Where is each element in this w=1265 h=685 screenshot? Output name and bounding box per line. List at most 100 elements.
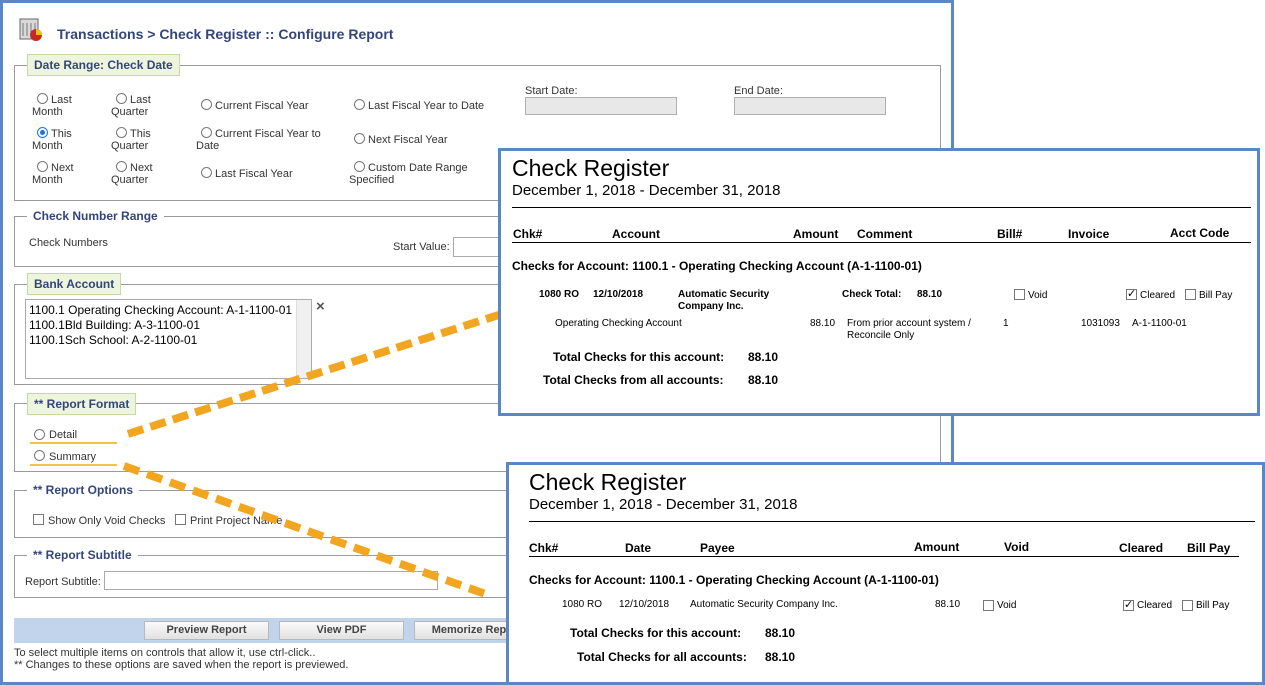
check-number: 1080 RO <box>562 599 603 610</box>
date-range-option-label[interactable]: Custom Date Range <box>368 162 468 174</box>
total-all-value: 88.10 <box>765 650 796 664</box>
date-range-radio[interactable] <box>116 161 127 172</box>
line-invoice: 1031093 <box>1081 318 1120 329</box>
date-range-option-label[interactable]: Last <box>51 94 72 106</box>
date-range-option-label[interactable]: Next <box>51 162 74 174</box>
listbox-scrollbar[interactable] <box>296 300 311 378</box>
view-pdf-button[interactable]: View PDF <box>279 621 404 640</box>
summary-label[interactable]: Summary <box>49 451 97 463</box>
date-range-option-label-cont[interactable]: Month <box>32 174 63 186</box>
detail-label[interactable]: Detail <box>49 429 78 441</box>
check-date: 12/10/2018 <box>619 599 670 610</box>
date-range-radio[interactable] <box>201 99 212 110</box>
date-range-option-label[interactable]: Last <box>130 94 151 106</box>
cleared-label: Cleared <box>1140 290 1176 301</box>
date-range-radio[interactable] <box>354 161 365 172</box>
show-void-label[interactable]: Show Only Void Checks <box>48 515 166 527</box>
date-range-option-label[interactable]: Next Fiscal Year <box>368 134 448 146</box>
print-project-label[interactable]: Print Project Name <box>190 515 283 527</box>
date-range-radio[interactable] <box>37 127 48 138</box>
date-range-option-label[interactable]: Current Fiscal Year <box>215 100 309 112</box>
column-header: Chk# <box>513 227 543 241</box>
bank-account-option[interactable]: 1100.1Bld Building: A-3-1100-01 <box>29 318 201 332</box>
check-payee: Automatic Security <box>678 289 770 300</box>
summary-report-preview: Check Register December 1, 2018 - Decemb… <box>506 462 1265 685</box>
date-range-option-label[interactable]: This <box>51 128 72 140</box>
date-range-option-label-cont[interactable]: Date <box>196 140 220 152</box>
void-label: Void <box>997 600 1017 611</box>
bank-account-option[interactable]: 1100.1 Operating Checking Account: A-1-1… <box>29 303 293 317</box>
report-title: Check Register <box>529 469 687 495</box>
bank-account-option[interactable]: 1100.1Sch School: A-2-1100-01 <box>29 333 198 347</box>
cleared-label: Cleared <box>1137 600 1173 611</box>
date-range-radio[interactable] <box>354 133 365 144</box>
detail-radio[interactable] <box>34 429 45 440</box>
start-date-label: Start Date: <box>525 85 578 97</box>
total-account-label: Total Checks for this account: <box>570 626 742 640</box>
date-range-option-label[interactable]: Last Fiscal Year <box>215 168 293 180</box>
date-range-option-label[interactable]: This <box>130 128 151 140</box>
bank-account-listbox[interactable]: 1100.1 Operating Checking Account: A-1-1… <box>25 299 312 379</box>
line-amount: 88.10 <box>810 318 836 329</box>
void-label: Void <box>1028 290 1048 301</box>
date-range-radio[interactable] <box>37 161 48 172</box>
bill-pay-checkbox <box>1182 600 1193 611</box>
end-date-input[interactable] <box>734 97 886 115</box>
bank-account-legend: Bank Account <box>27 273 122 295</box>
report-period: December 1, 2018 - December 31, 2018 <box>512 182 781 199</box>
report-chart-icon <box>19 18 45 42</box>
date-range-option-label-cont[interactable]: Specified <box>349 174 395 186</box>
date-range-radio[interactable] <box>354 99 365 110</box>
cleared-checkbox <box>1123 598 1134 611</box>
report-subtitle-input[interactable] <box>104 571 438 590</box>
check-total-value: 88.10 <box>917 289 943 300</box>
void-checkbox <box>1014 289 1025 300</box>
preview-report-button[interactable]: Preview Report <box>144 621 269 640</box>
column-header: Payee <box>700 541 735 555</box>
check-date: 12/10/2018 <box>593 289 644 300</box>
show-void-checkbox[interactable] <box>33 514 44 525</box>
detail-report-preview: Check Register December 1, 2018 - Decemb… <box>498 148 1260 416</box>
date-range-option-label-cont[interactable]: Quarter <box>111 174 149 186</box>
total-account-label: Total Checks for this account: <box>553 350 725 364</box>
date-range-radio[interactable] <box>201 167 212 178</box>
check-payee-cont: Company Inc. <box>678 301 744 312</box>
column-header: Acct Code <box>1170 226 1230 240</box>
date-range-option-label-cont[interactable]: Month <box>32 106 63 118</box>
start-date-input[interactable] <box>525 97 677 115</box>
cleared-checkbox <box>1126 287 1137 300</box>
line-acct-code: A-1-1100-01 <box>1132 318 1187 329</box>
date-range-radio[interactable] <box>201 127 212 138</box>
check-numbers-label: Check Numbers <box>29 237 108 249</box>
clear-selection-icon[interactable]: × <box>316 298 325 315</box>
date-range-option-label[interactable]: Current Fiscal Year to <box>215 128 321 140</box>
memorize-report-button[interactable]: Memorize Rep <box>414 621 524 640</box>
line-account: Operating Checking Account <box>555 318 682 329</box>
total-all-label: Total Checks from all accounts: <box>543 373 724 387</box>
line-comment-cont: Reconcile Only <box>847 330 915 341</box>
column-header: Comment <box>857 227 913 241</box>
date-range-radio[interactable] <box>116 93 127 104</box>
summary-radio[interactable] <box>34 450 45 461</box>
date-range-option-label-cont[interactable]: Quarter <box>111 140 149 152</box>
print-project-checkbox[interactable] <box>175 514 186 525</box>
group-header: Checks for Account: 1100.1 - Operating C… <box>512 259 922 273</box>
report-subtitle-legend: ** Report Subtitle <box>27 548 138 562</box>
void-checkbox <box>983 600 994 611</box>
check-amount: 88.10 <box>935 599 961 610</box>
report-format-section <box>14 403 941 472</box>
date-range-option-label-cont[interactable]: Quarter <box>111 106 149 118</box>
report-options-legend: ** Report Options <box>27 483 140 497</box>
date-range-radio[interactable] <box>37 93 48 104</box>
column-header: Date <box>625 541 652 555</box>
report-title: Check Register <box>512 155 670 181</box>
date-range-radio[interactable] <box>116 127 127 138</box>
column-header: Void <box>1004 540 1030 554</box>
check-number-legend: Check Number Range <box>27 209 164 223</box>
bill-pay-label: Bill Pay <box>1199 290 1233 301</box>
date-range-option-label-cont[interactable]: Month <box>32 140 63 152</box>
date-range-option-label[interactable]: Last Fiscal Year to Date <box>368 100 485 112</box>
check-number: 1080 RO <box>539 289 580 300</box>
line-comment: From prior account system / <box>847 318 971 329</box>
date-range-option-label[interactable]: Next <box>130 162 153 174</box>
